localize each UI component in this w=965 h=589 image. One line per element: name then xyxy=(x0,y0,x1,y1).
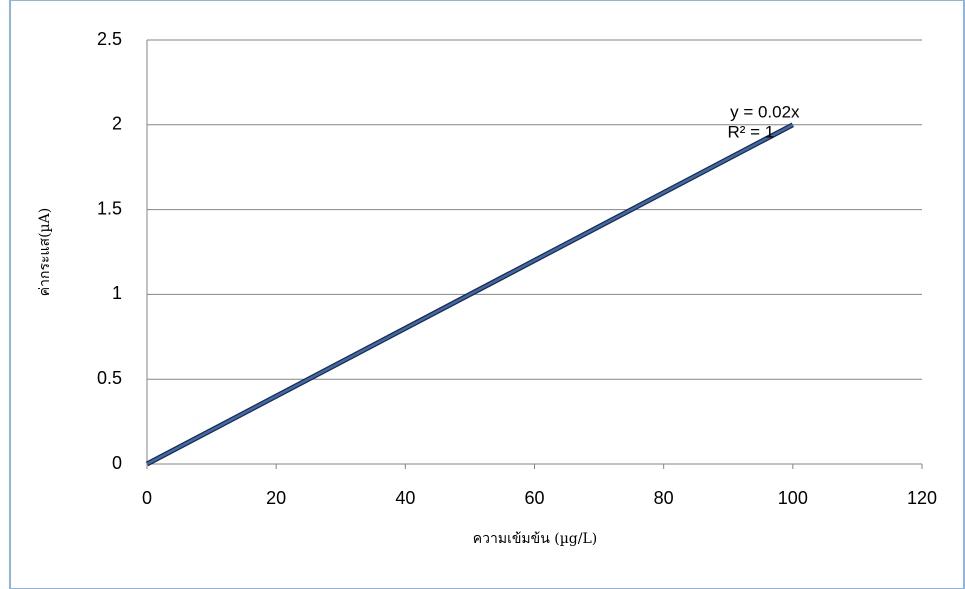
y-tick-label: 0.5 xyxy=(97,368,122,388)
y-tick-label: 1.5 xyxy=(97,198,122,218)
x-axis-title: ความเข้มข้น (µg/L) xyxy=(473,531,598,547)
x-tick-label: 0 xyxy=(142,488,152,508)
y-tick-label: 2.5 xyxy=(97,29,122,49)
y-tick-label: 1 xyxy=(112,283,122,303)
x-tick-label: 100 xyxy=(778,488,808,508)
chart: ความเข้มข้น (µg/L) ค่ากระแส(µA) 0 0.5 1 1.5… xyxy=(0,0,965,589)
y-tick-label: 2 xyxy=(112,114,122,134)
y-tick-label: 0 xyxy=(112,453,122,473)
x-tick-label: 60 xyxy=(524,488,544,508)
x-tick-label: 20 xyxy=(266,488,286,508)
x-tick-label: 120 xyxy=(907,488,937,508)
annotation: y = 0.02x xyxy=(730,102,800,121)
annotation: R² = 1 xyxy=(727,122,774,141)
x-tick-label: 40 xyxy=(395,488,415,508)
y-axis-title: ค่ากระแส(µA) xyxy=(37,208,53,296)
x-tick-label: 80 xyxy=(654,488,674,508)
